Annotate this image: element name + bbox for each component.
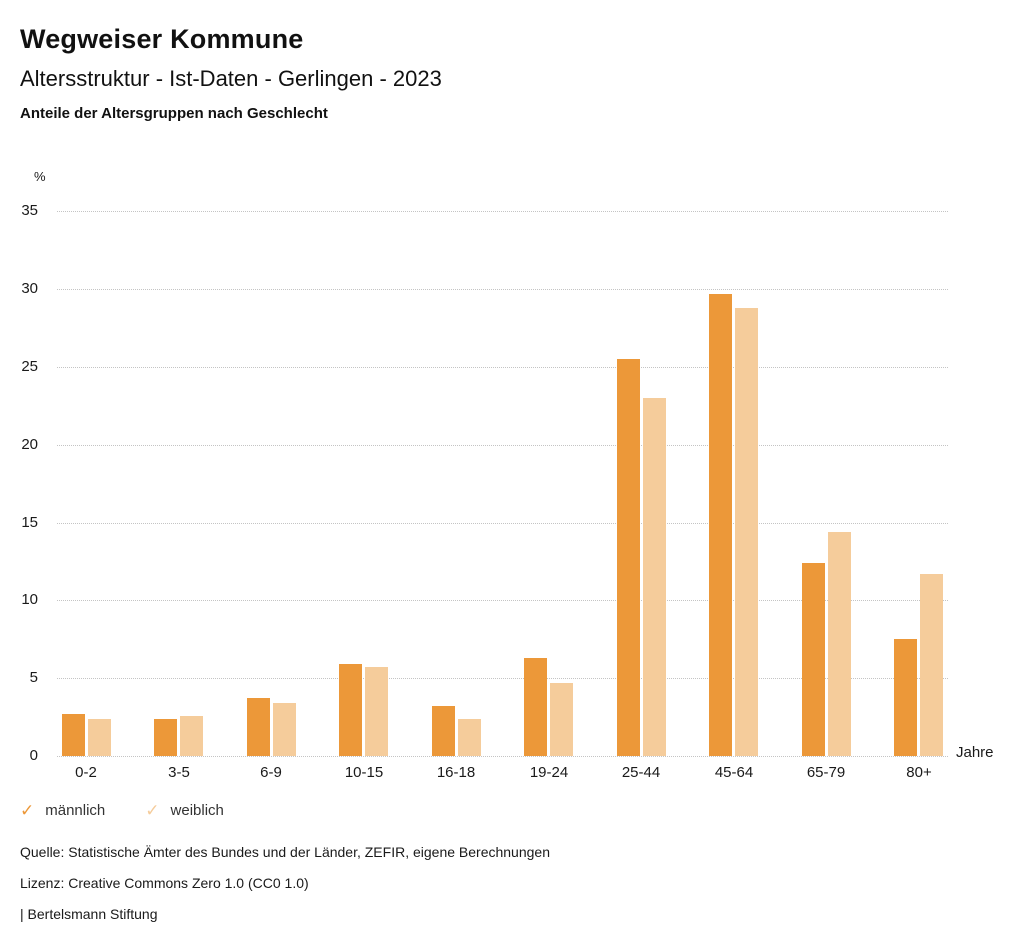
chart-caption: Anteile der Altersgruppen nach Geschlech… [20,105,328,122]
y-tick-label-5: 5 [29,669,38,686]
x-axis-unit-label: Jahre [956,744,994,761]
y-tick-label-35: 35 [21,202,38,219]
bar-weiblich-6-9[interactable] [273,703,296,756]
x-tick-label-10-15: 10-15 [344,764,384,781]
y-tick-label-20: 20 [21,436,38,453]
bar-weiblich-16-18[interactable] [458,719,481,756]
y-tick-label-10: 10 [21,591,38,608]
legend-item-maennlich[interactable]: ✓ männlich [20,802,105,819]
source-text: Quelle: Statistische Ämter des Bundes un… [20,844,550,860]
bar-maennlich-19-24[interactable] [524,658,547,756]
gridline-25 [57,367,948,368]
x-tick-label-65-79: 65-79 [806,764,846,781]
bar-maennlich-25-44[interactable] [617,359,640,756]
y-axis-unit-label: % [34,169,46,184]
bar-weiblich-0-2[interactable] [88,719,111,756]
bar-maennlich-45-64[interactable] [709,294,732,756]
page-title: Wegweiser Kommune [20,24,304,54]
bar-weiblich-19-24[interactable] [550,683,573,756]
bar-maennlich-10-15[interactable] [339,664,362,756]
gridline-35 [57,211,948,212]
page-subtitle: Altersstruktur - Ist-Daten - Gerlingen -… [20,66,442,91]
bar-weiblich-10-15[interactable] [365,667,388,756]
bar-weiblich-25-44[interactable] [643,398,666,756]
bar-maennlich-65-79[interactable] [802,563,825,756]
bar-maennlich-6-9[interactable] [247,698,270,756]
y-tick-label-25: 25 [21,358,38,375]
x-tick-label-45-64: 45-64 [714,764,754,781]
attribution-text: | Bertelsmann Stiftung [20,906,158,922]
legend-label-maennlich: männlich [45,802,106,819]
y-tick-label-15: 15 [21,514,38,531]
gridline-30 [57,289,948,290]
legend: ✓ männlich ✓ weiblich [20,802,224,819]
gridline-10 [57,600,948,601]
bar-maennlich-80+[interactable] [894,639,917,756]
y-tick-label-30: 30 [21,280,38,297]
license-text: Lizenz: Creative Commons Zero 1.0 (CC0 1… [20,875,309,891]
x-tick-label-16-18: 16-18 [436,764,476,781]
legend-item-weiblich[interactable]: ✓ weiblich [145,802,224,819]
x-tick-label-80+: 80+ [906,764,932,781]
y-tick-label-0: 0 [29,747,38,764]
bar-maennlich-3-5[interactable] [154,719,177,756]
bar-weiblich-80+[interactable] [920,574,943,756]
x-tick-label-3-5: 3-5 [168,764,190,781]
bar-weiblich-3-5[interactable] [180,716,203,756]
check-icon: ✓ [20,801,35,820]
x-tick-label-25-44: 25-44 [621,764,661,781]
x-tick-label-0-2: 0-2 [75,764,97,781]
bar-maennlich-0-2[interactable] [62,714,85,756]
gridline-5 [57,678,948,679]
x-tick-label-6-9: 6-9 [260,764,282,781]
gridline-0 [57,756,948,757]
gridline-15 [57,523,948,524]
legend-label-weiblich: weiblich [170,802,224,819]
x-tick-label-19-24: 19-24 [529,764,569,781]
bar-weiblich-65-79[interactable] [828,532,851,756]
bar-maennlich-16-18[interactable] [432,706,455,756]
check-icon: ✓ [145,801,160,820]
bar-weiblich-45-64[interactable] [735,308,758,756]
gridline-20 [57,445,948,446]
